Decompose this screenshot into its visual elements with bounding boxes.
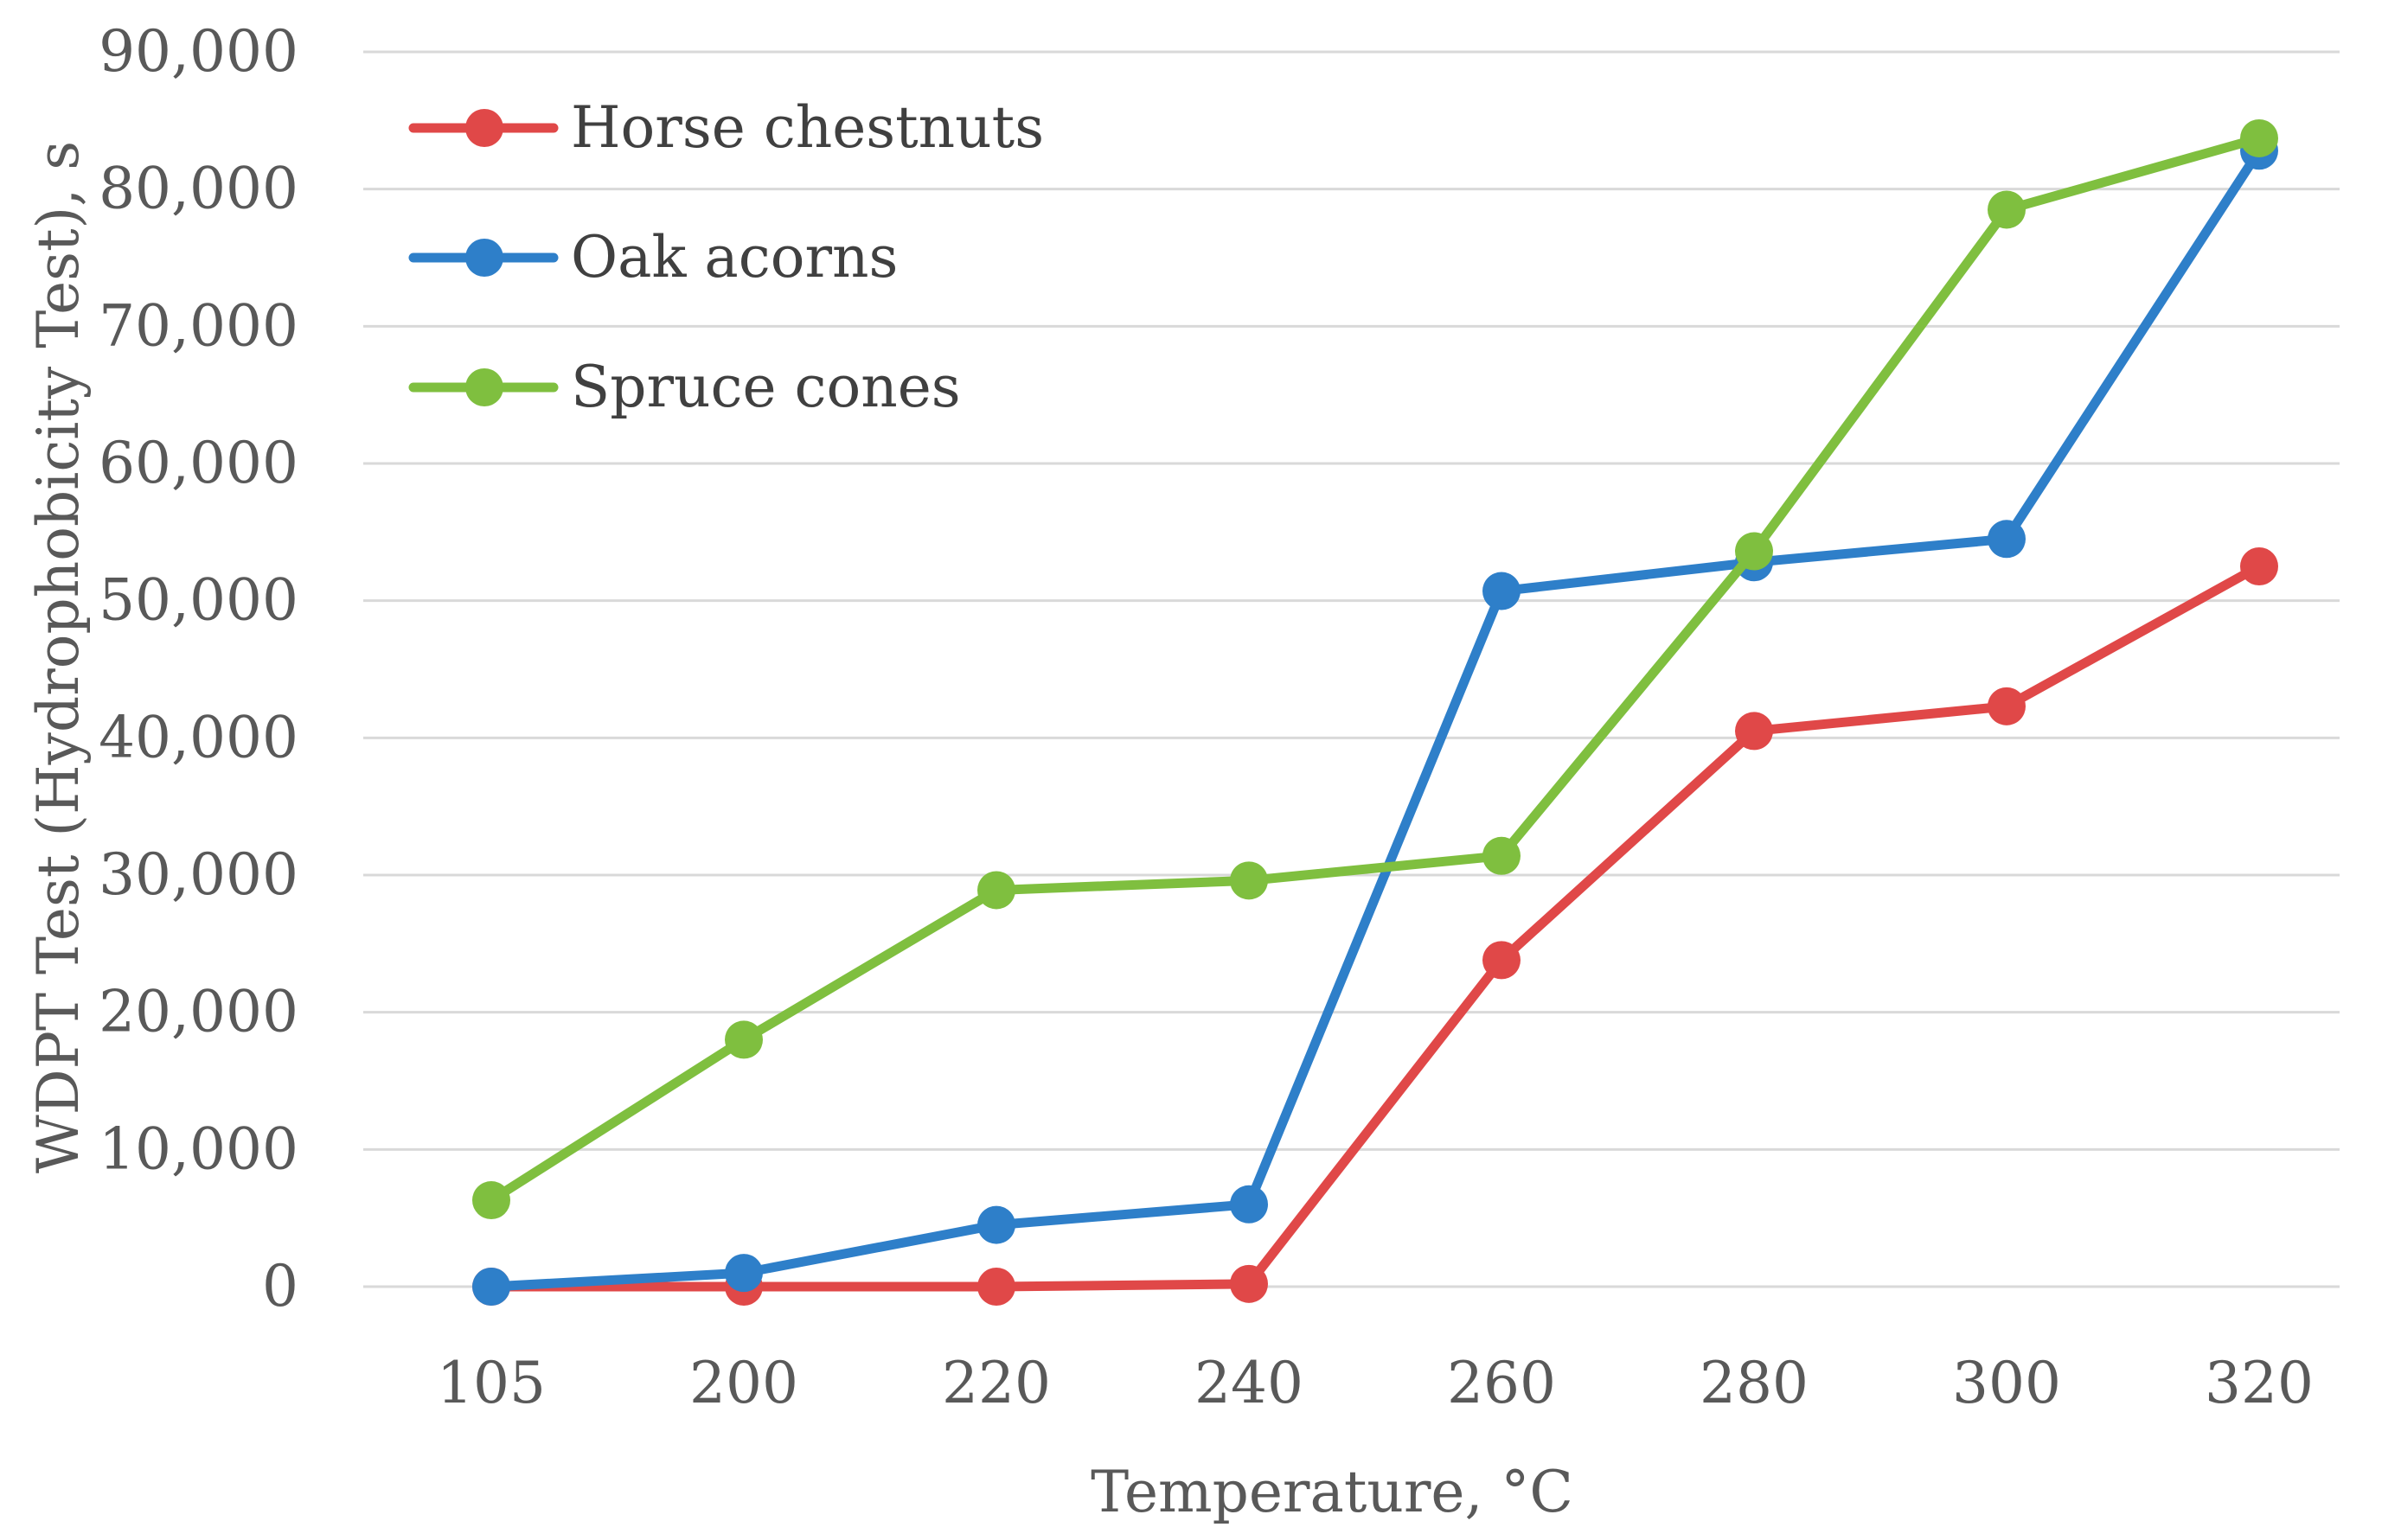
data-point (1230, 1185, 1268, 1224)
y-axis-ticks: 0 10,000 20,000 30,000 40,000 50,000 60,000 70,… (99, 18, 298, 1320)
data-point (1230, 861, 1268, 900)
data-point (725, 1020, 763, 1059)
data-point (2240, 547, 2278, 585)
x-tick-label: 105 (437, 1350, 546, 1416)
data-point (1230, 1264, 1268, 1303)
data-point (1988, 520, 2026, 559)
y-tick-label: 0 (262, 1253, 298, 1320)
legend-item: Oak acorns (408, 224, 898, 291)
y-tick-label: 70,000 (99, 292, 298, 359)
legend-label: Horse chestnuts (571, 94, 1044, 161)
legend: Horse chestnuts Oak acorns Spruce cones (408, 94, 1044, 420)
y-tick-label: 20,000 (99, 979, 298, 1045)
series-line (486, 133, 2264, 1205)
data-point (1988, 190, 2026, 229)
legend-swatch-marker (465, 109, 503, 147)
x-tick-label: 320 (2205, 1350, 2314, 1416)
data-point (1735, 712, 1773, 751)
y-tick-label: 90,000 (99, 18, 298, 85)
series-horse-chestnuts (472, 547, 2278, 1306)
y-tick-label: 40,000 (99, 704, 298, 770)
y-tick-label: 30,000 (99, 841, 298, 908)
legend-swatch-marker (465, 368, 503, 406)
legend-swatch-marker (465, 239, 503, 277)
data-point (725, 1254, 763, 1293)
x-tick-label: 300 (1952, 1350, 2061, 1416)
data-point (472, 1181, 510, 1220)
series-spruce-cones (472, 118, 2278, 1220)
x-axis-title: Temperature, °C (1091, 1459, 1573, 1525)
x-tick-label: 220 (942, 1350, 1051, 1416)
y-tick-label: 60,000 (99, 430, 298, 496)
legend-item: Spruce cones (408, 354, 961, 420)
data-point (977, 871, 1015, 910)
data-point (1482, 572, 1521, 610)
series-line (486, 561, 2264, 1292)
x-tick-label: 200 (689, 1350, 798, 1416)
x-tick-label: 260 (1447, 1350, 1556, 1416)
legend-label: Oak acorns (571, 224, 898, 291)
data-point (1482, 836, 1521, 875)
x-axis-ticks: 105 200 220 240 260 280 300 320 (437, 1350, 2314, 1416)
x-tick-label: 280 (1700, 1350, 1809, 1416)
series-lines (472, 118, 2278, 1306)
data-point (2240, 118, 2278, 157)
data-point (1988, 687, 2026, 725)
y-tick-label: 50,000 (99, 567, 298, 634)
gridlines (363, 50, 2340, 1288)
data-point (977, 1205, 1015, 1244)
y-axis-title: WDPT Test (Hydrophobicity Test), s (25, 141, 92, 1173)
y-tick-label: 80,000 (99, 156, 298, 222)
data-point (1735, 532, 1773, 571)
data-point (1482, 941, 1521, 980)
x-tick-label: 240 (1194, 1350, 1303, 1416)
data-point (472, 1268, 510, 1306)
legend-item: Horse chestnuts (408, 94, 1044, 161)
legend-label: Spruce cones (571, 354, 961, 420)
y-tick-label: 10,000 (99, 1115, 298, 1182)
series-line (486, 145, 2264, 1292)
data-point (977, 1268, 1015, 1306)
